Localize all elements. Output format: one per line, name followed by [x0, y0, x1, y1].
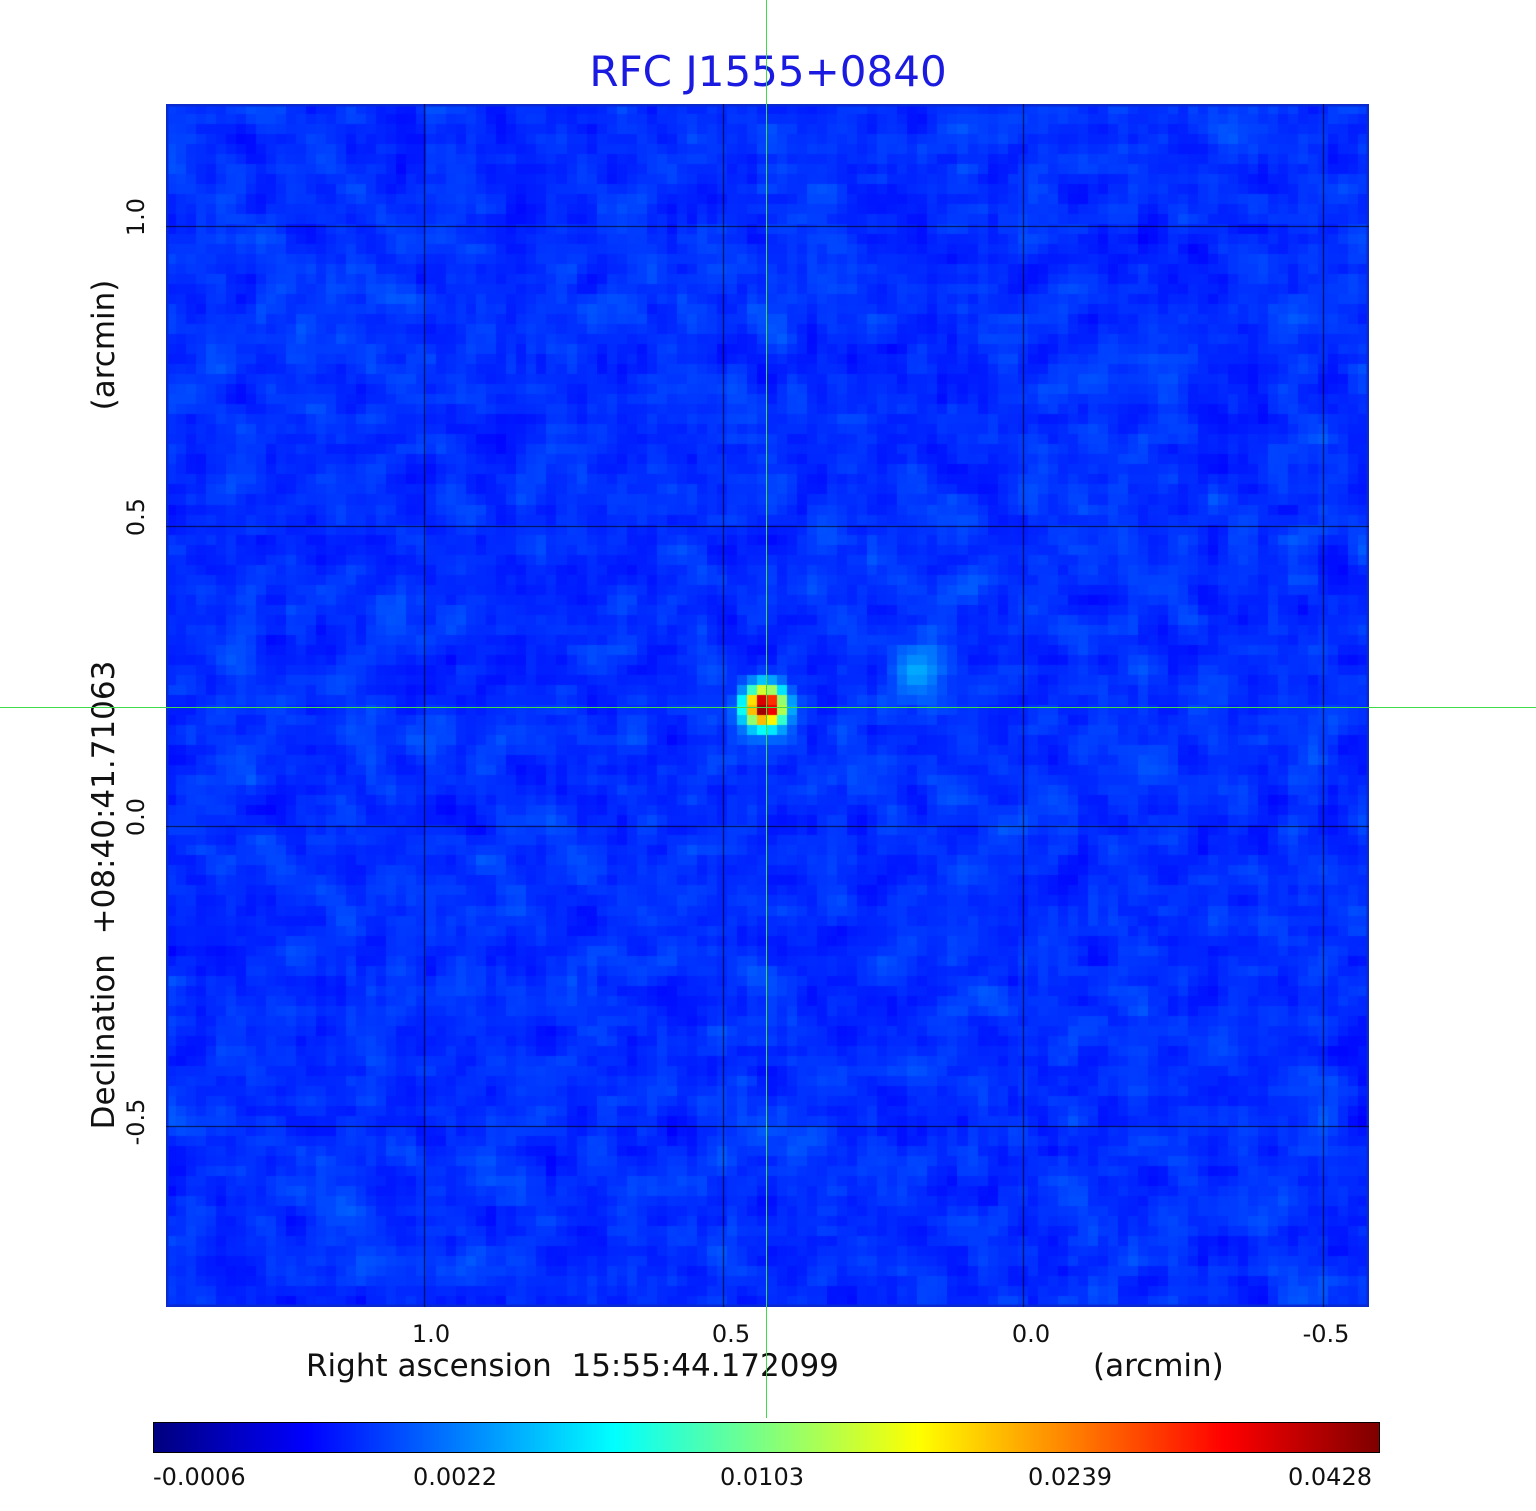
radio-image-map[interactable] [166, 104, 1369, 1307]
colorbar-tick-label: 0.0239 [1028, 1463, 1112, 1491]
colorbar-tick-label: 0.0022 [413, 1463, 497, 1491]
y-axis-label: Declination +08:40:41.71063 [86, 660, 122, 1130]
image-title: RFC J1555+0840 [589, 47, 947, 96]
colorbar-tick-label: 0.0103 [720, 1463, 804, 1491]
x-tick-label: 0.0 [1011, 1320, 1051, 1348]
colorbar-tick-label: -0.0006 [153, 1463, 246, 1491]
x-axis-label: Right ascension 15:55:44.172099 [306, 1348, 839, 1384]
x-tick-label: 1.0 [411, 1320, 451, 1348]
crosshair-horizontal [0, 707, 1536, 708]
y-tick-label: 0.5 [122, 497, 150, 537]
x-axis-unit: (arcmin) [1093, 1348, 1224, 1384]
colorbar-tick-label: 0.0428 [1288, 1463, 1372, 1491]
y-axis-unit: (arcmin) [86, 279, 122, 411]
crosshair-vertical [766, 0, 767, 1418]
y-tick-label: 1.0 [122, 197, 150, 237]
y-tick-label: 0.0 [122, 797, 150, 837]
y-tick-label: -0.5 [122, 1098, 150, 1146]
x-tick-label: -0.5 [1302, 1320, 1350, 1348]
x-tick-label: 0.5 [711, 1320, 751, 1348]
colorbar [153, 1422, 1380, 1453]
